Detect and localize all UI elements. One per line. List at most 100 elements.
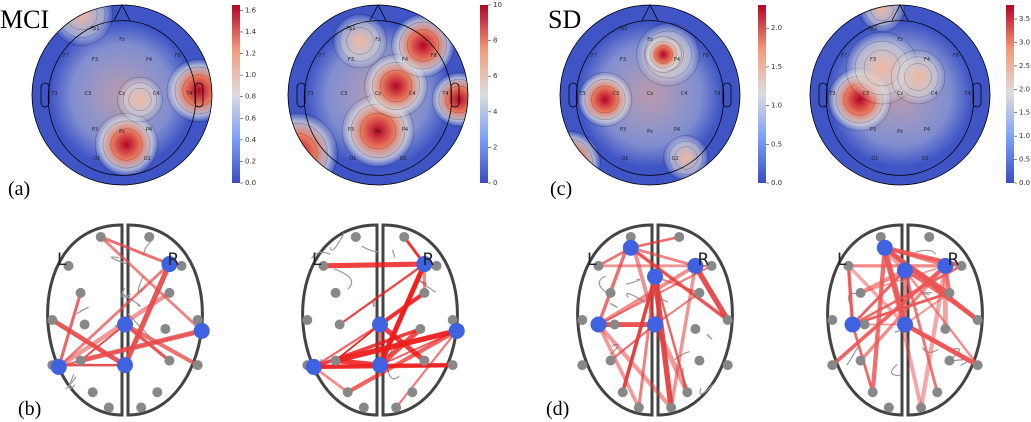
hemisphere-label: R bbox=[948, 250, 960, 270]
electrode-label: F8 bbox=[431, 53, 437, 59]
connection bbox=[851, 269, 906, 326]
node bbox=[916, 402, 927, 413]
sulcus bbox=[111, 256, 127, 265]
node bbox=[827, 360, 838, 371]
node bbox=[350, 231, 361, 242]
hub-node bbox=[647, 268, 663, 285]
node bbox=[164, 287, 175, 298]
connection bbox=[904, 269, 979, 321]
electrode-label: T3 bbox=[50, 91, 57, 97]
connection bbox=[597, 264, 713, 326]
connection bbox=[870, 247, 887, 393]
node bbox=[419, 287, 430, 298]
node bbox=[79, 319, 90, 330]
colorbar-tick-label: 0.2 bbox=[245, 157, 256, 165]
node bbox=[690, 324, 701, 335]
connection bbox=[859, 268, 906, 295]
electrode-label: C3 bbox=[612, 91, 619, 97]
ear bbox=[818, 82, 828, 108]
hub-node bbox=[844, 316, 861, 333]
colorbar-tick-label: 1.2 bbox=[245, 50, 256, 58]
topomap: Fp1 Fz F7 F3 F4 F8 T3 C3 Cz C4 T4 P3 Pz P4 O1 O2 bbox=[31, 4, 213, 186]
node bbox=[407, 387, 418, 398]
topomap-fill bbox=[32, 5, 212, 185]
head bbox=[825, 20, 975, 176]
node bbox=[47, 315, 58, 325]
contour bbox=[438, 79, 468, 120]
hub-node bbox=[161, 256, 178, 273]
electrode-label: C3 bbox=[340, 91, 347, 97]
node bbox=[666, 402, 677, 413]
contour bbox=[359, 112, 397, 150]
colorbar-tick-label: 0.0 bbox=[771, 179, 782, 187]
colorbar-tick-label: 1.5 bbox=[1019, 109, 1030, 117]
outline bbox=[287, 4, 469, 186]
panel-label: (d) bbox=[546, 398, 569, 420]
panel-label: (a) bbox=[8, 178, 30, 200]
electrode-label: P3 bbox=[92, 127, 98, 133]
connection bbox=[378, 327, 423, 368]
colorbar-tick-label: 6 bbox=[493, 72, 498, 80]
node bbox=[318, 260, 329, 271]
blob bbox=[891, 50, 945, 104]
connection bbox=[851, 264, 963, 326]
node bbox=[605, 355, 616, 366]
colorbar-tick-label: 1.0 bbox=[771, 102, 782, 110]
electrode-label: F8 bbox=[703, 53, 709, 59]
colorbar-tick-label: 0.5 bbox=[771, 140, 782, 148]
contour bbox=[654, 45, 673, 64]
colorbar bbox=[1006, 5, 1014, 183]
sulcus bbox=[706, 334, 713, 340]
hub-node bbox=[687, 257, 704, 274]
node bbox=[855, 355, 866, 366]
electrode-label: C4 bbox=[153, 91, 160, 97]
hub-node bbox=[372, 357, 388, 374]
connection bbox=[847, 264, 907, 326]
contour bbox=[380, 70, 412, 102]
node bbox=[95, 231, 106, 242]
connection bbox=[630, 246, 696, 268]
ear bbox=[568, 82, 578, 108]
hub-node bbox=[897, 316, 913, 333]
hub-node bbox=[448, 322, 465, 339]
node bbox=[103, 402, 114, 413]
node bbox=[334, 319, 345, 330]
ear bbox=[722, 82, 732, 108]
hemisphere-label: L bbox=[837, 250, 847, 270]
electrode-label: F8 bbox=[175, 53, 181, 59]
hub-node bbox=[622, 239, 639, 256]
electrode-label: F4 bbox=[402, 57, 408, 63]
contour bbox=[890, 49, 946, 105]
head bbox=[303, 20, 453, 176]
electrode-label: O1 bbox=[93, 156, 100, 162]
colorbar-tick-label: 0 bbox=[493, 179, 497, 187]
node bbox=[940, 324, 951, 335]
hub-node bbox=[416, 256, 433, 273]
connection bbox=[80, 323, 126, 362]
contour bbox=[372, 62, 420, 110]
electrode-label: Cz bbox=[375, 91, 381, 97]
connection bbox=[57, 263, 171, 368]
node bbox=[577, 360, 588, 371]
node bbox=[136, 402, 147, 413]
electrode-label: F3 bbox=[620, 57, 626, 63]
connection bbox=[51, 318, 127, 368]
blob bbox=[288, 113, 338, 185]
blob bbox=[663, 135, 709, 181]
colorbar-tick-label: 8 bbox=[493, 37, 497, 45]
colorbar-tick-label: 3.0 bbox=[1019, 38, 1030, 46]
node bbox=[152, 387, 163, 398]
hemisphere-label: R bbox=[168, 250, 180, 270]
hemisphere-label: L bbox=[57, 250, 67, 270]
electrode-label: P3 bbox=[348, 127, 354, 133]
colorbar bbox=[232, 5, 240, 183]
connection bbox=[831, 264, 947, 367]
contour bbox=[399, 21, 447, 70]
connection bbox=[904, 292, 951, 326]
node bbox=[447, 360, 458, 371]
group-label: SD bbox=[548, 5, 581, 34]
colorbar-tick-label: 1.0 bbox=[1019, 132, 1030, 140]
